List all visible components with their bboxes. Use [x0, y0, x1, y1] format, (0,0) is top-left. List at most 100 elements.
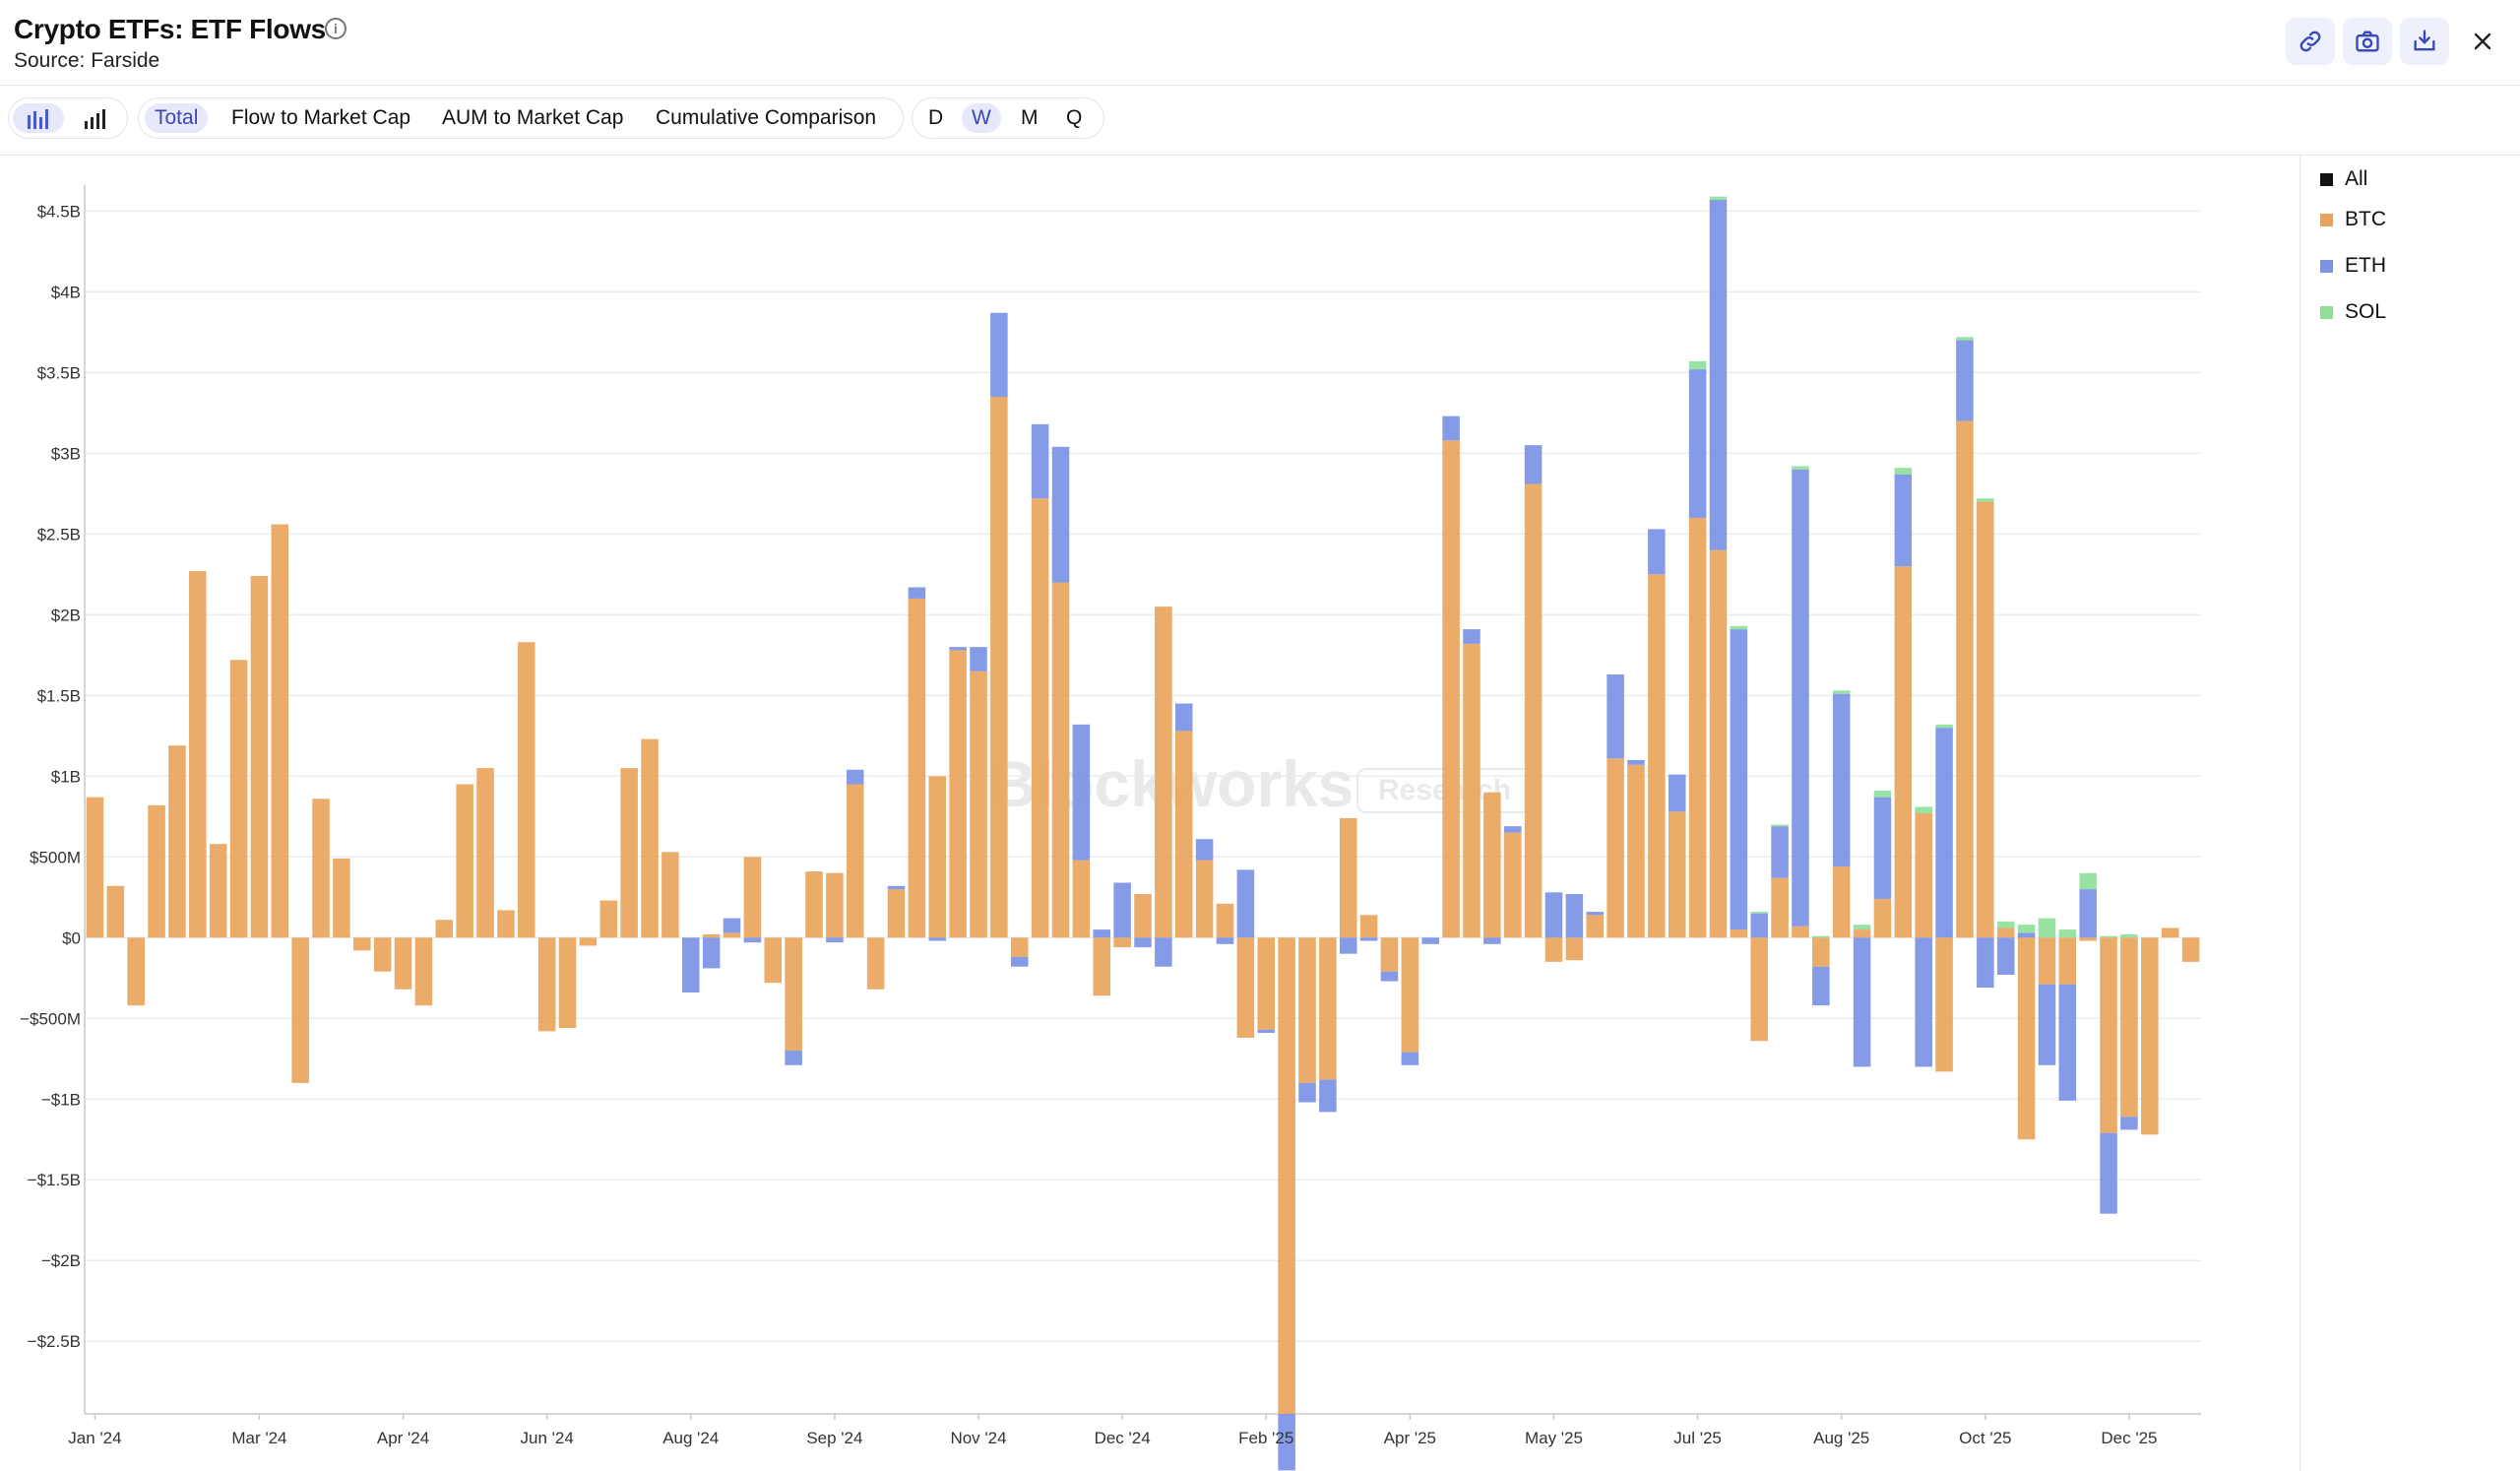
bar-btc — [558, 937, 577, 1029]
y-tick-label: $0 — [62, 928, 81, 947]
bar-eth — [682, 937, 700, 993]
bar-eth — [970, 647, 987, 672]
bar-btc — [168, 745, 186, 938]
bar-eth — [1606, 674, 1624, 759]
bar-btc — [1832, 866, 1851, 938]
bar-btc — [1792, 926, 1809, 938]
bar-sol — [1792, 466, 1809, 470]
stacked-bar-chart-button[interactable] — [13, 103, 64, 133]
bar-btc — [1956, 420, 1974, 938]
bar-btc — [86, 797, 104, 938]
tab-flow-to-market-cap[interactable]: Flow to Market Cap — [231, 106, 411, 129]
close-button[interactable] — [2459, 18, 2506, 65]
bar-btc — [1113, 937, 1131, 948]
y-tick-label: $1.5B — [37, 686, 81, 705]
bar-eth — [847, 769, 864, 785]
bar-btc — [1442, 440, 1460, 938]
bar-btc — [1010, 937, 1029, 957]
etf-flows-chart: $4.5B $4B $3.5B $3B $2.5B $2B $1.5B $1B $500M $0 −… — [20, 185, 2201, 1471]
period-m[interactable]: M — [1021, 106, 1039, 129]
bar-eth — [1216, 937, 1234, 944]
bar-btc — [271, 524, 289, 938]
screenshot-button[interactable] — [2343, 18, 2392, 65]
bar-btc — [333, 858, 350, 938]
bar-eth — [1565, 894, 1584, 938]
bar-btc — [1134, 894, 1152, 938]
period-q[interactable]: Q — [1066, 106, 1083, 129]
bar-sol — [1832, 690, 1851, 694]
page-title: Crypto ETFs: ETF Flows — [14, 14, 326, 44]
bar-btc — [1688, 517, 1707, 938]
bar-eth — [1257, 1029, 1276, 1034]
bar-btc — [518, 642, 536, 938]
bar-eth — [949, 647, 967, 651]
bar-eth — [1873, 797, 1892, 899]
bar-eth — [743, 937, 762, 943]
bar-btc — [2161, 927, 2179, 938]
bar-btc — [353, 937, 371, 951]
bar-btc — [127, 937, 145, 1006]
bar-sol — [1935, 724, 1953, 729]
bar-sol — [1977, 498, 1994, 502]
info-icon[interactable]: i — [325, 18, 346, 39]
legend-item-btc[interactable]: BTC — [2320, 206, 2386, 233]
bar-eth — [1463, 629, 1480, 644]
bar-eth — [1278, 1414, 1295, 1471]
bar-eth — [2100, 1132, 2117, 1214]
bar-eth — [1792, 469, 1809, 927]
bar-btc — [435, 920, 454, 938]
bar-btc — [1524, 483, 1543, 938]
x-tick-label: Nov '24 — [950, 1429, 1006, 1447]
legend-item-eth[interactable]: ETH — [2320, 252, 2386, 280]
bar-eth — [1730, 629, 1748, 930]
bar-btc — [1668, 811, 1686, 938]
bar-btc — [291, 937, 309, 1083]
bar-btc — [1380, 937, 1399, 972]
legend-label-btc: BTC — [2345, 208, 2386, 230]
y-tick-label: $1B — [51, 767, 81, 786]
view-tabs: Total Flow to Market Cap AUM to Market C… — [138, 97, 904, 139]
bar-eth — [1544, 892, 1563, 938]
bar-btc — [1709, 549, 1728, 938]
bar-eth — [1853, 937, 1871, 1067]
bar-sol — [2120, 933, 2138, 938]
bar-btc — [641, 738, 659, 938]
bar-eth — [1093, 929, 1111, 938]
bar-chart-button[interactable] — [70, 103, 121, 133]
bar-sol — [1812, 935, 1830, 938]
bar-btc — [2120, 937, 2138, 1118]
y-tick-label: $2B — [51, 606, 81, 624]
bar-btc — [723, 932, 741, 938]
bar-sol — [1873, 791, 1892, 798]
legend-item-all[interactable]: All — [2320, 165, 2367, 193]
tab-total[interactable]: Total — [145, 103, 209, 133]
bar-eth — [1935, 728, 1953, 938]
x-tick-label: May '25 — [1525, 1429, 1583, 1447]
legend-label-eth: ETH — [2345, 254, 2386, 277]
export-button[interactable] — [2400, 18, 2449, 65]
camera-icon — [2356, 31, 2379, 52]
bar-btc — [2058, 937, 2077, 985]
y-tick-label: −$2.5B — [28, 1332, 81, 1351]
period-w[interactable]: W — [962, 103, 1001, 133]
bar-btc — [1627, 764, 1645, 938]
legend-item-sol[interactable]: SOL — [2320, 298, 2386, 326]
copy-link-button[interactable] — [2286, 18, 2335, 65]
bar-btc — [990, 396, 1008, 938]
bar-btc — [1051, 582, 1070, 938]
period-tabs: D W M Q — [912, 97, 1104, 139]
bar-btc — [497, 910, 515, 938]
bar-btc — [1174, 731, 1193, 938]
bar-eth — [1155, 937, 1172, 967]
tab-cumulative-comparison[interactable]: Cumulative Comparison — [656, 106, 877, 129]
bar-eth — [1134, 937, 1152, 948]
bar-btc — [189, 571, 207, 938]
bar-eth — [723, 918, 741, 933]
bar-sol — [1996, 921, 2015, 928]
tab-aum-to-market-cap[interactable]: AUM to Market Cap — [442, 106, 624, 129]
bar-btc — [373, 937, 392, 972]
period-d[interactable]: D — [928, 106, 944, 129]
legend-swatch-btc — [2320, 213, 2333, 226]
bar-btc — [148, 804, 165, 938]
bar-eth — [1483, 937, 1501, 944]
